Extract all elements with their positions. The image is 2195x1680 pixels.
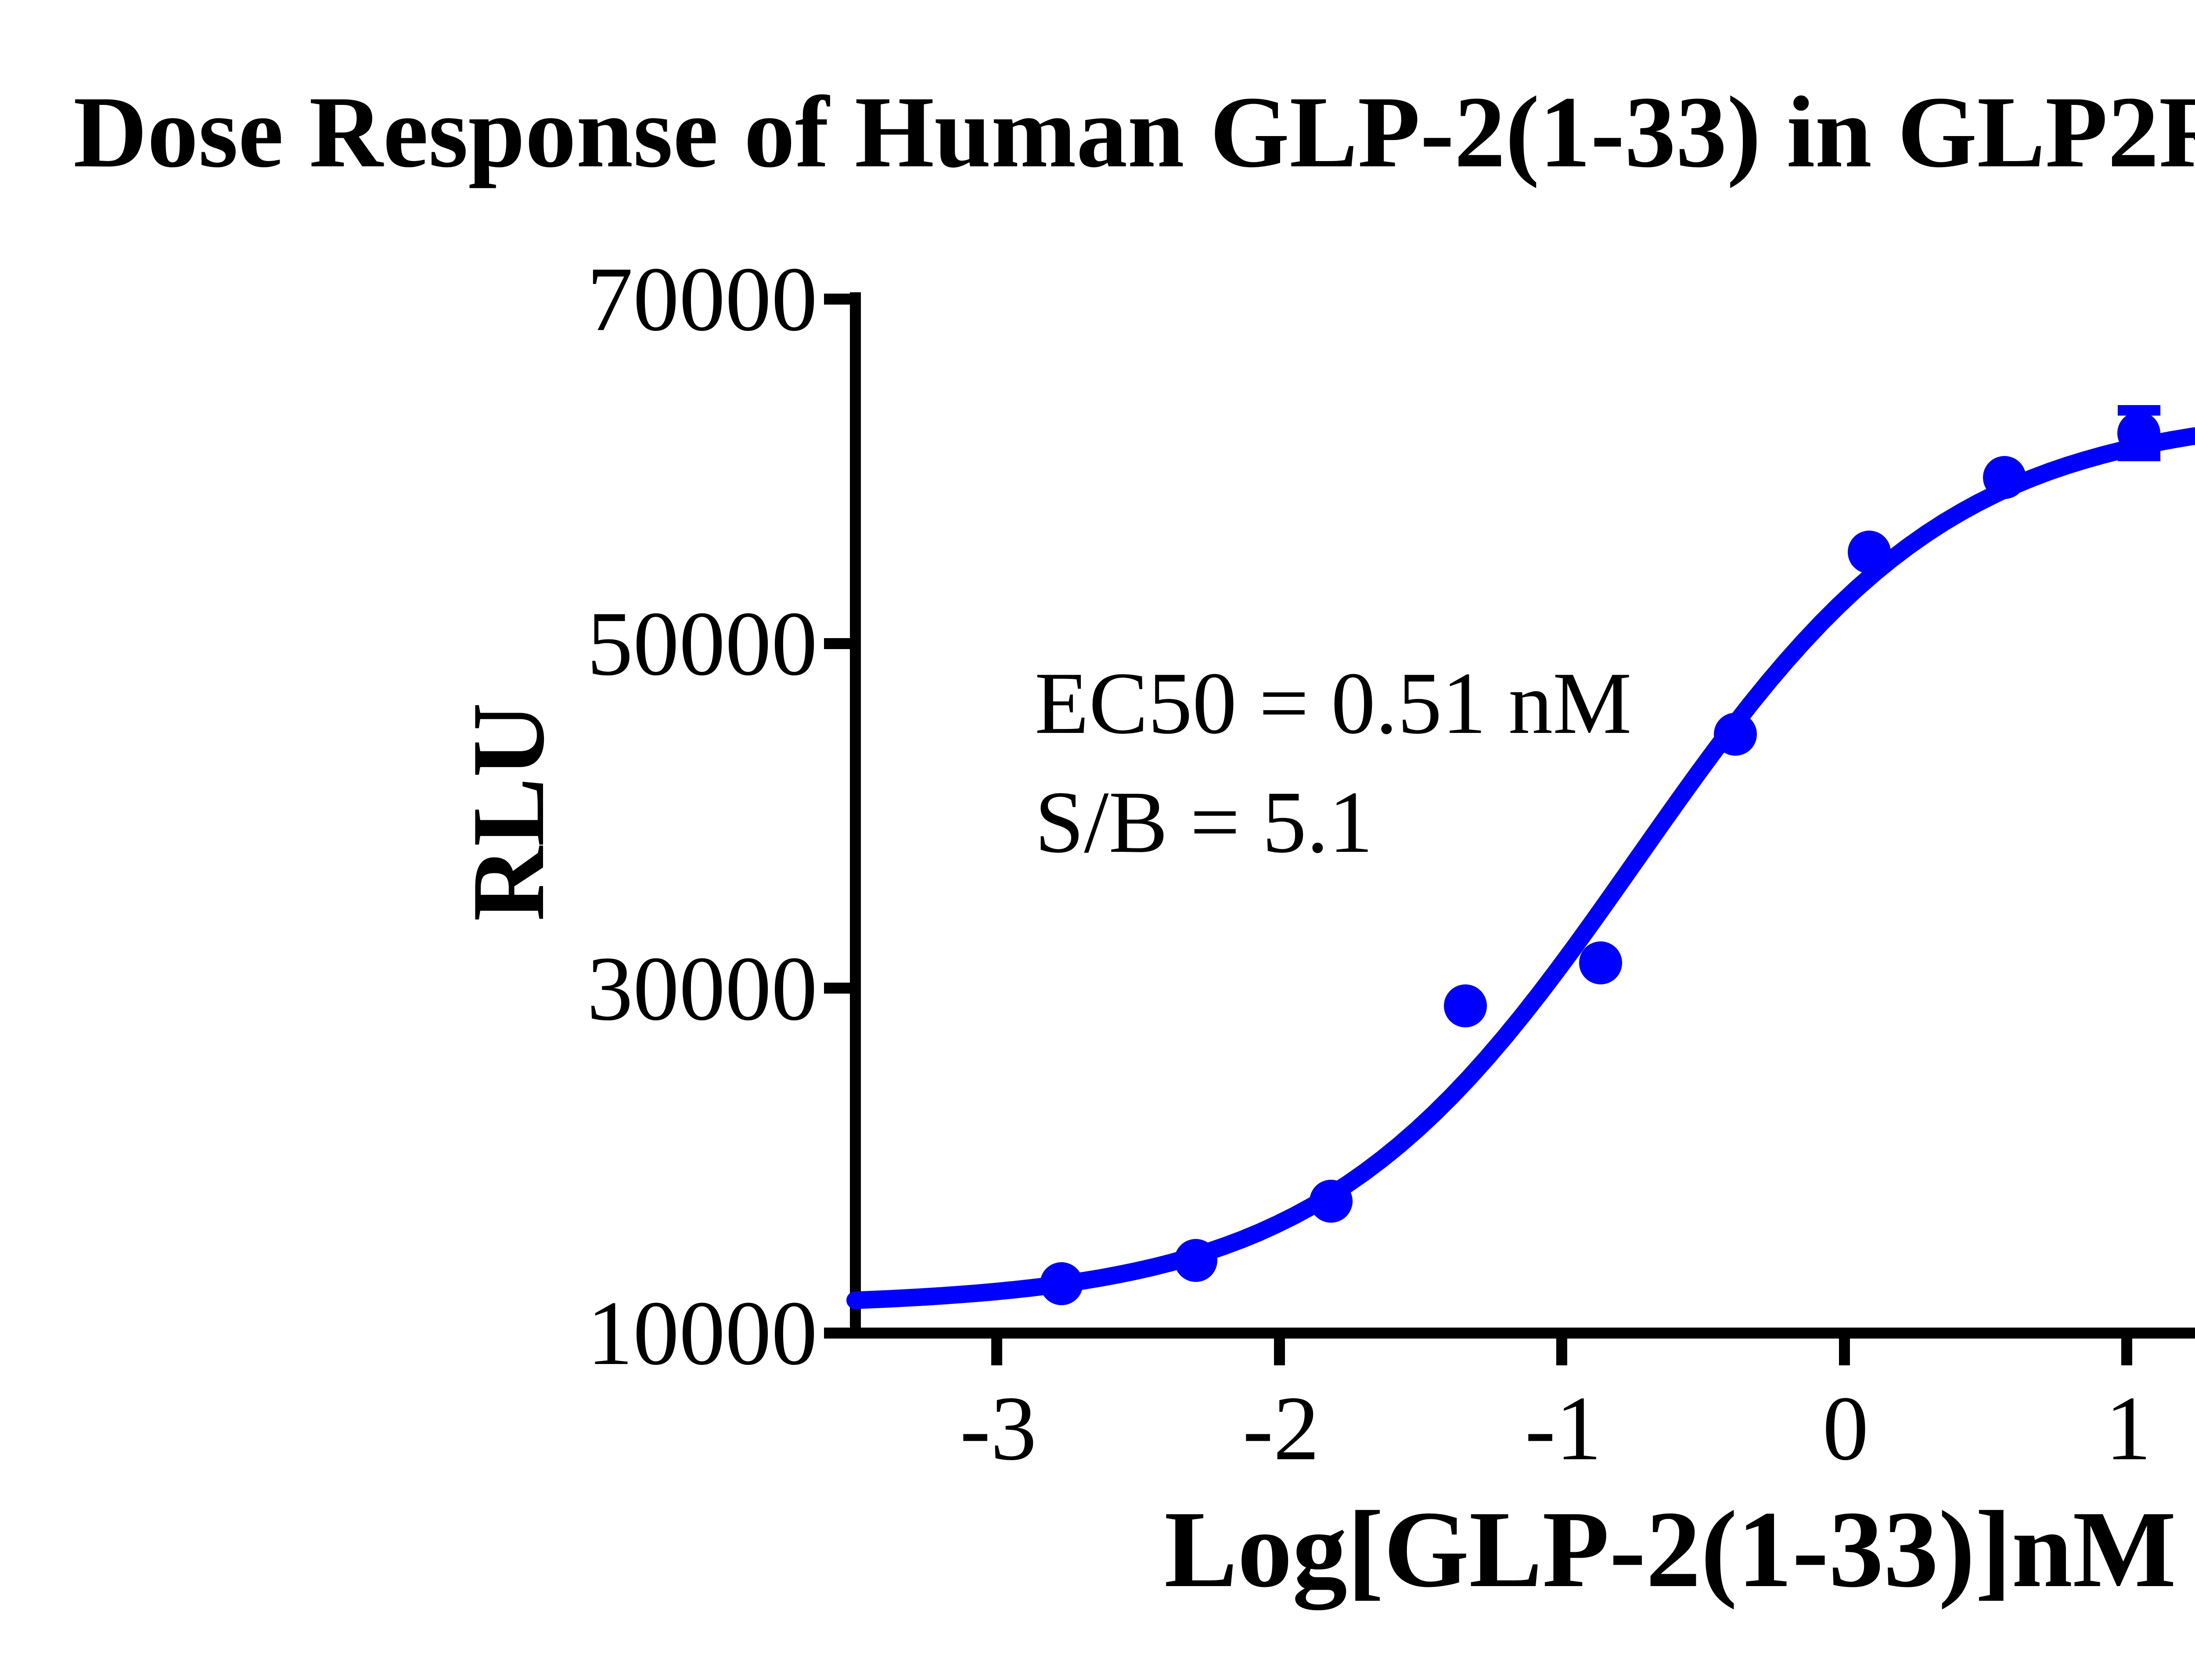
svg-text:-2: -2 bbox=[1243, 1378, 1320, 1479]
svg-text:1: 1 bbox=[2105, 1378, 2152, 1479]
svg-text:50000: 50000 bbox=[587, 593, 817, 695]
svg-text:10000: 10000 bbox=[587, 1282, 817, 1384]
svg-text:Dose Response of Human GLP-2(1: Dose Response of Human GLP-2(1-33) in GL… bbox=[73, 64, 2195, 189]
svg-text:-1: -1 bbox=[1525, 1378, 1602, 1479]
svg-text:70000: 70000 bbox=[587, 248, 817, 350]
svg-text:RLU: RLU bbox=[451, 703, 566, 921]
svg-text:S/B = 5.1: S/B = 5.1 bbox=[1035, 773, 1373, 871]
svg-text:EC50 = 0.51 nM: EC50 = 0.51 nM bbox=[1035, 654, 1632, 752]
svg-text:0: 0 bbox=[1823, 1378, 1869, 1479]
svg-text:Log[GLP-2(1-33)]nM: Log[GLP-2(1-33)]nM bbox=[1164, 1489, 2176, 1610]
svg-text:30000: 30000 bbox=[587, 938, 817, 1040]
svg-text:-3: -3 bbox=[960, 1378, 1037, 1479]
